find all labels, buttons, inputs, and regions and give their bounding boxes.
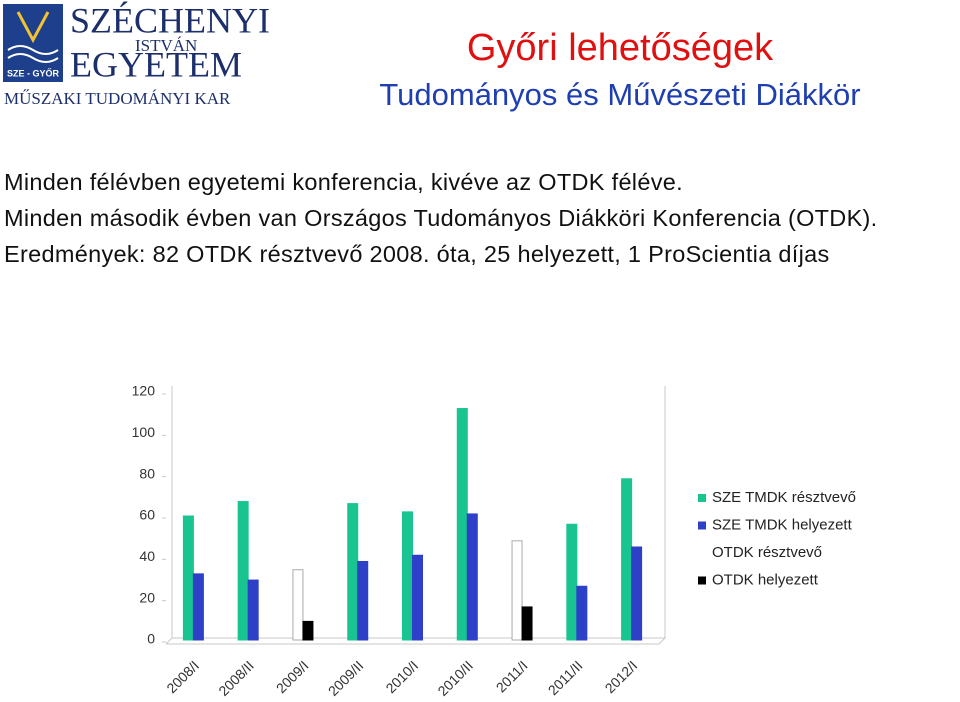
paragraph: Minden második évben van Országos Tudomá… [4,205,878,231]
legend-swatch [698,576,706,585]
y-tick-label: 20 [139,589,155,605]
x-tick-label: 2009/I [273,657,312,696]
logo-waves [7,45,59,63]
paragraph: Eredmények: 82 OTDK résztvevő 2008. óta,… [4,241,830,267]
x-tick-label: 2009/II [325,657,367,699]
bar [511,540,523,641]
title: Győri lehetőségek [467,27,774,69]
y-tick-label: 100 [132,424,156,440]
bar [631,546,643,641]
bar [412,554,423,641]
x-tick-label: 2012/I [602,657,641,696]
logo: SZE - GYŐR SZÉCHENYI ISTVÁN EGYETEM MŰSZ… [3,0,270,108]
subtitle: Tudományos és Művészeti Diákkör [379,77,860,112]
bar [192,573,204,641]
logo-name: ISTVÁN [135,36,197,55]
x-tick-label: 2011/I [493,657,531,695]
bar [237,501,249,641]
y-tick-label: 120 [132,383,156,399]
logo-badge: SZE - GYŐR [7,67,60,78]
bar [456,408,468,641]
logo-faculty: MŰSZAKI TUDOMÁNYI KAR [4,89,231,108]
y-tick-label: 40 [139,548,155,564]
bar [621,478,633,641]
legend-swatch [698,494,706,502]
paragraph: Minden félévben egyetemi konferencia, ki… [4,169,683,195]
legend-label: OTDK helyezett [712,571,819,588]
bar [566,523,578,641]
bar [247,579,259,641]
legend-label: SZE TMDK helyezett [712,516,853,533]
y-tick-label: 0 [147,631,155,647]
x-tick-label: 2010/II [434,657,476,699]
x-tick-label: 2011/II [545,657,586,698]
bar [357,560,369,641]
bar [402,511,413,641]
bar [576,585,588,641]
y-tick-label: 60 [139,507,155,523]
bar [182,515,194,641]
body-text: Minden félévben egyetemi konferencia, ki… [4,168,904,269]
x-tick-label: 2008/I [163,657,202,696]
logo-sign [16,11,50,44]
legend-label: OTDK résztvevő [712,544,822,561]
bar [466,513,478,641]
legend-label: SZE TMDK résztvevő [712,489,856,506]
legend-swatch [698,549,706,557]
legend-swatch [698,521,706,530]
x-tick-label: 2008/II [215,657,257,699]
x-tick-label: 2010/I [382,657,421,696]
logo-name: SZÉCHENYI [70,0,270,40]
chart: 0 20 40 60 80 100 120 2008/I 2008/II 2009/I 2009/I… [132,383,856,699]
bar [302,620,314,641]
bar [347,503,359,641]
logo-name: EGYETEM [70,44,242,84]
y-tick-label: 80 [139,465,155,481]
bar [521,606,533,641]
bar [292,569,304,641]
